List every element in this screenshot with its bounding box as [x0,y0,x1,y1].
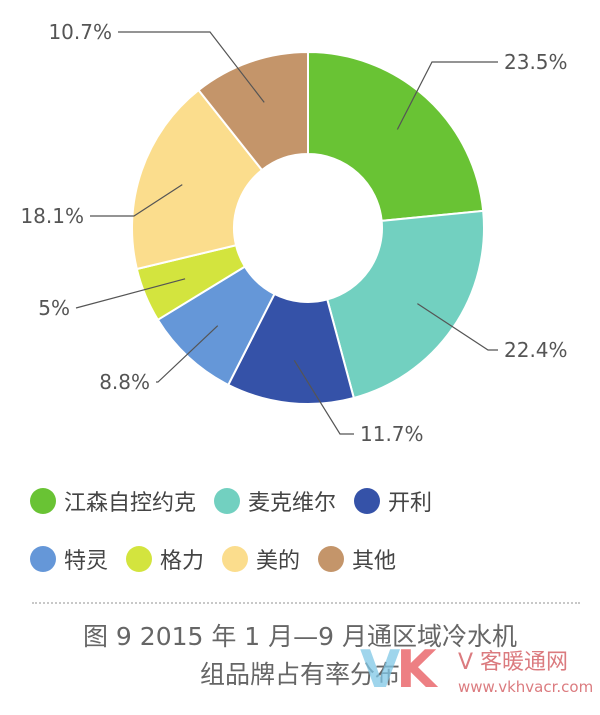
legend-label: 麦克维尔 [248,491,337,516]
legend-item-开利: 开利 [354,485,432,517]
legend-item-格力: 格力 [126,543,204,575]
donut-slices [131,50,485,405]
watermark: VK V 客暖通网 www.vkhvacr.com [360,638,594,708]
legend-swatch [354,488,381,514]
watermark-url: www.vkhvacr.com [458,678,594,696]
donut-slice-美的 [131,88,264,271]
leader-line-江森自控约克 [396,61,498,130]
legend-label: 其他 [352,549,397,574]
legend-label: 格力 [160,549,205,574]
legend-swatch [30,546,56,572]
legend-item-其他: 其他 [318,543,396,575]
legend-swatch [222,546,249,572]
legend-swatch [30,488,56,514]
value-label-格力: 5% [38,296,70,320]
donut-chart: 23.5% 22.4% 11.7% 8.8% 5% 18.1% 10.7% [20,20,567,446]
leader-line-开利 [293,359,354,435]
legend-row-1: 江森自控约克 麦克维尔 开利 [30,478,590,524]
value-label-美的: 18.1% [20,204,84,228]
legend-item-麦克维尔: 麦克维尔 [214,485,336,517]
leader-line-美的 [90,184,183,217]
value-label-特灵: 8.8% [99,370,150,394]
value-label-其他: 10.7% [48,20,112,44]
watermark-logo: VK [360,640,437,700]
watermark-logo-v: V [360,640,400,700]
leader-line-麦克维尔 [417,303,498,351]
legend-swatch [214,488,241,514]
leader-line-格力 [75,278,186,309]
leader-line-其他 [118,31,265,103]
figure-caption: 图 9 2015 年 1 月—9 月通区域冷水机 组品牌占有率分布 [0,618,600,694]
watermark-site-name: V 客暖通网 [458,650,569,675]
legend-item-特灵: 特灵 [30,543,108,575]
donut-slice-江森自控约克 [307,50,485,222]
legend-item-江森自控约克: 江森自控约克 [30,485,196,517]
legend-label: 美的 [256,549,301,574]
leader-line-特灵 [156,325,219,383]
dotted-divider [32,602,580,604]
value-label-麦克维尔: 22.4% [504,338,568,362]
donut-slice-麦克维尔 [326,209,485,400]
value-label-江森自控约克: 23.5% [504,50,568,74]
donut-slice-其他 [197,50,309,172]
legend-swatch [318,546,345,572]
legend-label: 江森自控约克 [64,491,197,516]
value-label-开利: 11.7% [360,422,424,446]
leader-lines [75,31,498,435]
legend-label: 开利 [388,491,433,516]
legend-item-美的: 美的 [222,543,300,575]
legend-row-2: 特灵 格力 美的 其他 [30,536,590,582]
caption-line-1: 图 9 2015 年 1 月—9 月通区域冷水机 [82,622,518,651]
legend-swatch [126,546,153,572]
legend-label: 特灵 [64,549,109,574]
caption-line-2: 组品牌占有率分布 [199,660,400,689]
legend: 江森自控约克 麦克维尔 开利 特灵 格力 美的 其他 [30,478,590,594]
watermark-logo-k: K [396,640,436,700]
slice-value-labels: 23.5% 22.4% 11.7% 8.8% 5% 18.1% 10.7% [20,20,567,446]
